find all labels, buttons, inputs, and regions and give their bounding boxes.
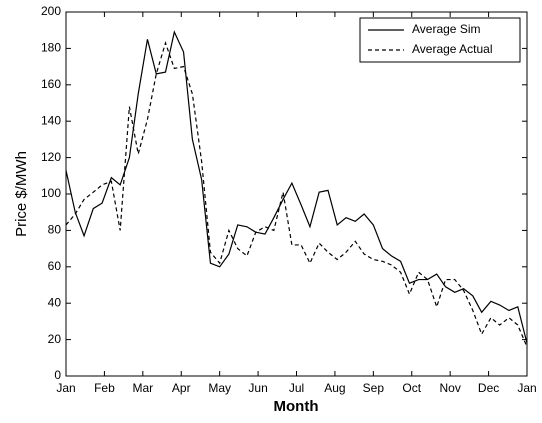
y-axis-label: Price $/MWh xyxy=(13,151,30,237)
x-tick-label: Aug xyxy=(324,381,345,395)
y-tick-label: 160 xyxy=(41,77,61,91)
y-tick-label: 140 xyxy=(41,113,61,127)
legend-label: Average Actual xyxy=(412,42,493,56)
y-tick-label: 20 xyxy=(48,332,62,346)
y-tick-label: 80 xyxy=(48,223,62,237)
series-line xyxy=(65,40,528,348)
x-tick-label: May xyxy=(208,381,231,395)
x-tick-label: Jan xyxy=(517,381,536,395)
legend-box xyxy=(359,17,521,63)
series-line xyxy=(65,30,528,344)
x-tick-label: Apr xyxy=(172,381,191,395)
x-tick-label: Nov xyxy=(439,381,460,395)
x-tick-label: Jan xyxy=(56,381,75,395)
y-tick-label: 100 xyxy=(41,186,61,200)
x-tick-label: Dec xyxy=(478,381,499,395)
y-tick-label: 40 xyxy=(48,295,62,309)
x-tick-label: Mar xyxy=(132,381,153,395)
y-tick-label: 60 xyxy=(48,259,62,273)
y-tick-label: 120 xyxy=(41,150,61,164)
y-tick-label: 0 xyxy=(54,368,61,382)
x-tick-label: Jul xyxy=(289,381,304,395)
x-tick-label: Feb xyxy=(94,381,115,395)
x-axis-label: Month xyxy=(274,398,319,415)
legend-label: Average Sim xyxy=(412,22,480,36)
x-tick-label: Sep xyxy=(363,381,385,395)
y-tick-label: 200 xyxy=(41,4,61,18)
x-tick-label: Oct xyxy=(402,381,421,395)
y-tick-label: 180 xyxy=(41,41,61,55)
x-tick-label: Jun xyxy=(248,381,267,395)
